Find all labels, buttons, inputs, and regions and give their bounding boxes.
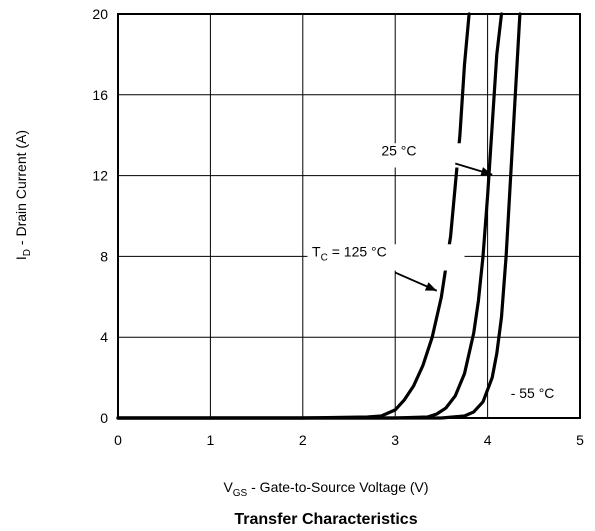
grid-lines xyxy=(118,14,580,418)
x-axis-label: VGS - Gate-to-Source Voltage (V) xyxy=(223,479,428,499)
chart-title: Transfer Characteristics xyxy=(234,511,417,528)
x-tick-label: 1 xyxy=(207,432,215,448)
x-tick-label: 4 xyxy=(484,432,492,448)
annotation-arrow-head xyxy=(480,167,493,176)
x-tick-label: 0 xyxy=(114,432,122,448)
x-tick-label: 2 xyxy=(299,432,307,448)
y-tick-label: 12 xyxy=(92,168,108,184)
series-curves xyxy=(116,12,522,420)
series-line-1 xyxy=(116,12,471,420)
series-line-3 xyxy=(116,12,522,420)
series-annotation-label: TC = 125 °C xyxy=(312,243,387,263)
annotation-background xyxy=(506,385,576,410)
series-line-2 xyxy=(116,12,504,420)
series-annotation-label: - 55 °C xyxy=(511,385,555,401)
x-tick-labels: 0 1 2 3 4 5 xyxy=(114,432,584,448)
y-tick-label: 4 xyxy=(100,329,108,345)
plot-frame xyxy=(117,13,581,419)
y-axis-label: ID - Drain Current (A) xyxy=(13,130,33,260)
x-tick-label: 3 xyxy=(391,432,399,448)
y-tick-label: 20 xyxy=(92,6,108,22)
y-tick-label: 0 xyxy=(100,410,108,426)
y-tick-label: 8 xyxy=(100,248,108,264)
annotation-arrow-head xyxy=(424,282,437,291)
series-annotation-label: 25 °C xyxy=(381,142,416,158)
y-tick-label: 16 xyxy=(92,87,108,103)
annotation-background xyxy=(307,244,465,271)
curve-annotations: TC = 125 °C 25 °C - 55 °C xyxy=(307,142,576,410)
y-tick-labels: 0 4 8 12 16 20 xyxy=(92,6,108,426)
x-tick-label: 5 xyxy=(576,432,584,448)
